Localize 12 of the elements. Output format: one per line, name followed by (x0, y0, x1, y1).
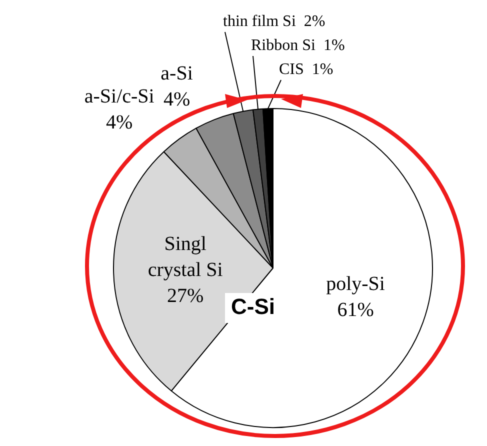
text: C-Si (231, 294, 275, 320)
data-label: 4% (163, 88, 190, 110)
data-label: 27% (166, 285, 204, 308)
slice-label: Ribbon Si 1% (251, 37, 345, 54)
data-label: 61% (337, 298, 374, 321)
slice-label: poly-Si (326, 272, 386, 295)
slice-label: a-Si (160, 62, 194, 84)
slice-label: CIS 1% (279, 61, 334, 78)
data-label: 4% (106, 111, 133, 134)
slice-label: Singl crystal Si (148, 233, 224, 282)
slice-label: a-Si/c-Si (84, 85, 155, 108)
slice-label: thin film Si 2% (223, 13, 326, 30)
